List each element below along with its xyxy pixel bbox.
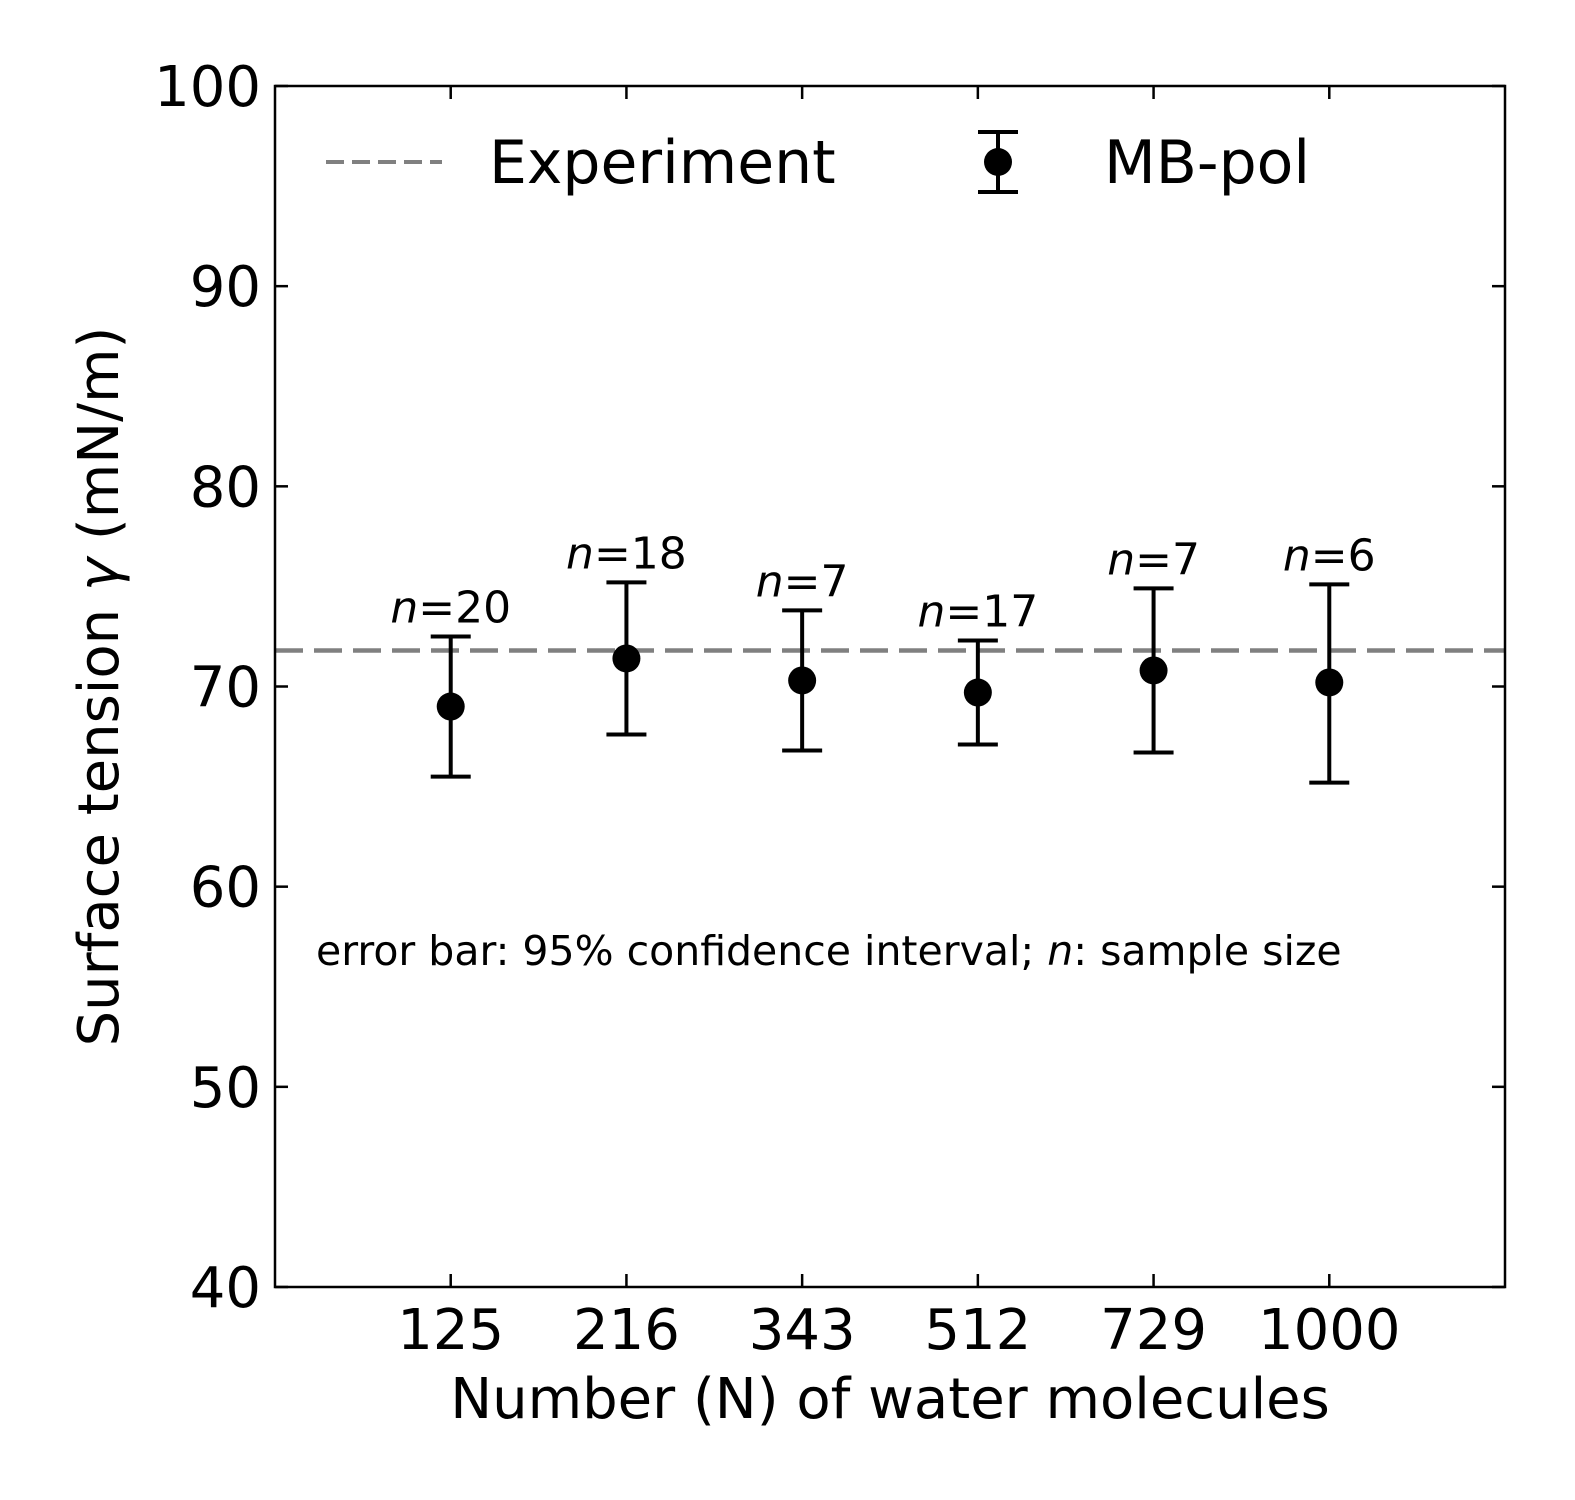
x-tick-label: 343	[749, 1298, 856, 1363]
data-point	[788, 666, 817, 695]
data-point-group	[782, 608, 823, 753]
y-axis-label-prefix: Surface tension	[67, 591, 132, 1046]
data-point	[436, 692, 465, 721]
data-point-group	[957, 638, 998, 747]
legend-mbpol-label: MB-pol	[1104, 128, 1310, 198]
x-axis-label: Number (N) of water molecules	[450, 1367, 1330, 1432]
axes-frame	[273, 84, 1507, 1289]
sample-size-value: =6	[1311, 530, 1376, 581]
y-tick-label: 50	[190, 1056, 261, 1121]
sample-size-value: =18	[594, 528, 687, 579]
annotation-text: error bar: 95% confidence interval; n: s…	[316, 927, 1342, 975]
y-tick-label: 40	[190, 1256, 261, 1321]
sample-size-label: n=7	[1107, 534, 1200, 585]
sample-size-value: =7	[784, 556, 849, 607]
sample-size-label: n=17	[917, 586, 1038, 637]
y-tick-label: 100	[154, 55, 261, 120]
y-tick-label: 80	[190, 455, 261, 520]
data-point	[963, 678, 992, 707]
legend-point	[984, 148, 1012, 176]
y-axis-label: Surface tension γ (mN/m)	[67, 327, 132, 1047]
x-tick-label: 125	[397, 1298, 504, 1363]
legend-experiment-label: Experiment	[489, 128, 836, 198]
data-point-group	[1133, 586, 1174, 755]
sample-size-label: n=6	[1283, 530, 1376, 581]
data-point	[612, 644, 641, 673]
sample-size-symbol: n	[1107, 534, 1135, 585]
sample-size-symbol: n	[390, 582, 418, 633]
x-tick-label: 216	[573, 1298, 680, 1363]
annotation-suffix: : sample size	[1073, 927, 1341, 975]
sample-size-symbol: n	[1283, 530, 1311, 581]
y-axis-label-suffix: (mN/m)	[67, 327, 132, 558]
x-tick-label: 512	[924, 1298, 1031, 1363]
data-point-group	[430, 634, 471, 779]
sample-size-symbol: n	[756, 556, 784, 607]
legend: Experiment MB-pol	[326, 128, 1310, 198]
annotation-italic: n	[1047, 927, 1073, 975]
x-tick-label: 729	[1100, 1298, 1207, 1363]
legend-mbpol-marker	[978, 130, 1018, 194]
data-point-group	[1309, 582, 1350, 785]
sample-size-symbol: n	[917, 586, 945, 637]
data-point-group	[606, 580, 647, 737]
data-point	[1315, 668, 1344, 697]
y-tick-label: 70	[190, 656, 261, 721]
sample-size-label: n=18	[566, 528, 687, 579]
y-axis-label-symbol: γ	[67, 555, 132, 591]
sample-size-label: n=20	[390, 582, 511, 633]
sample-size-label: n=7	[756, 556, 849, 607]
sample-size-value: =20	[418, 582, 511, 633]
sample-size-value: =17	[945, 586, 1038, 637]
data-point	[1139, 656, 1168, 685]
annotation-prefix: error bar: 95% confidence interval;	[316, 927, 1047, 975]
sample-size-value: =7	[1135, 534, 1200, 585]
x-tick-label: 1000	[1258, 1298, 1401, 1363]
y-tick-label: 90	[190, 255, 261, 320]
y-tick-label: 60	[190, 856, 261, 921]
sample-size-symbol: n	[566, 528, 594, 579]
